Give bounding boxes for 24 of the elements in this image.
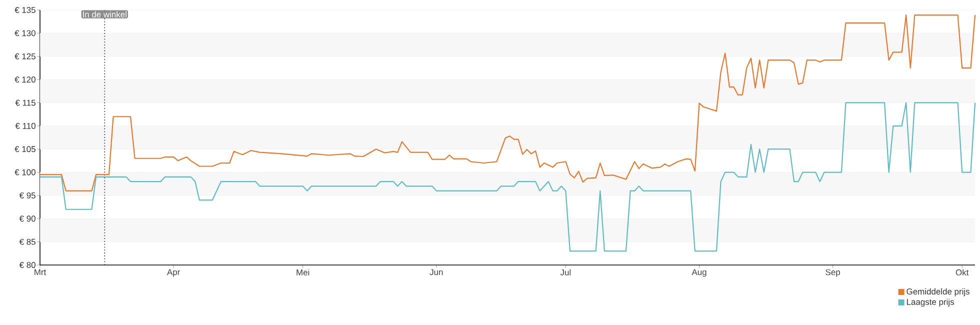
x-tick-label: Aug — [692, 269, 706, 277]
y-tick-label: € 130 — [14, 30, 36, 36]
x-tick-label: Sep — [826, 269, 840, 277]
y-tick-label: € 110 — [15, 122, 36, 129]
y-tick-label: € 115 — [15, 100, 36, 106]
y-tick-label: € 95 — [19, 192, 36, 198]
x-tick-label: Jun — [430, 269, 443, 276]
x-tick-label: Jul — [560, 269, 571, 276]
y-tick-label: € 135 — [14, 7, 36, 13]
y-tick-label: € 90 — [19, 216, 36, 222]
y-tick-label: € 105 — [14, 146, 36, 152]
x-tick-label: Okt — [956, 269, 969, 276]
y-tick-label: € 85 — [19, 238, 36, 245]
x-tick-label: Mei — [296, 269, 310, 276]
x-tick-label: Mrt — [34, 269, 46, 276]
legend-label: Gemiddelde prijs — [906, 288, 970, 296]
line-series — [39, 102, 976, 252]
y-tick-label: € 100 — [14, 169, 36, 176]
y-tick-label: € 80 — [19, 262, 36, 268]
legend-label: Laagste prijs — [906, 298, 954, 307]
y-tick-label: € 125 — [14, 53, 36, 60]
ref-line-label: In de winkel — [83, 11, 126, 18]
y-tick-label: € 120 — [14, 76, 36, 83]
x-tick-label: Apr — [167, 269, 180, 277]
